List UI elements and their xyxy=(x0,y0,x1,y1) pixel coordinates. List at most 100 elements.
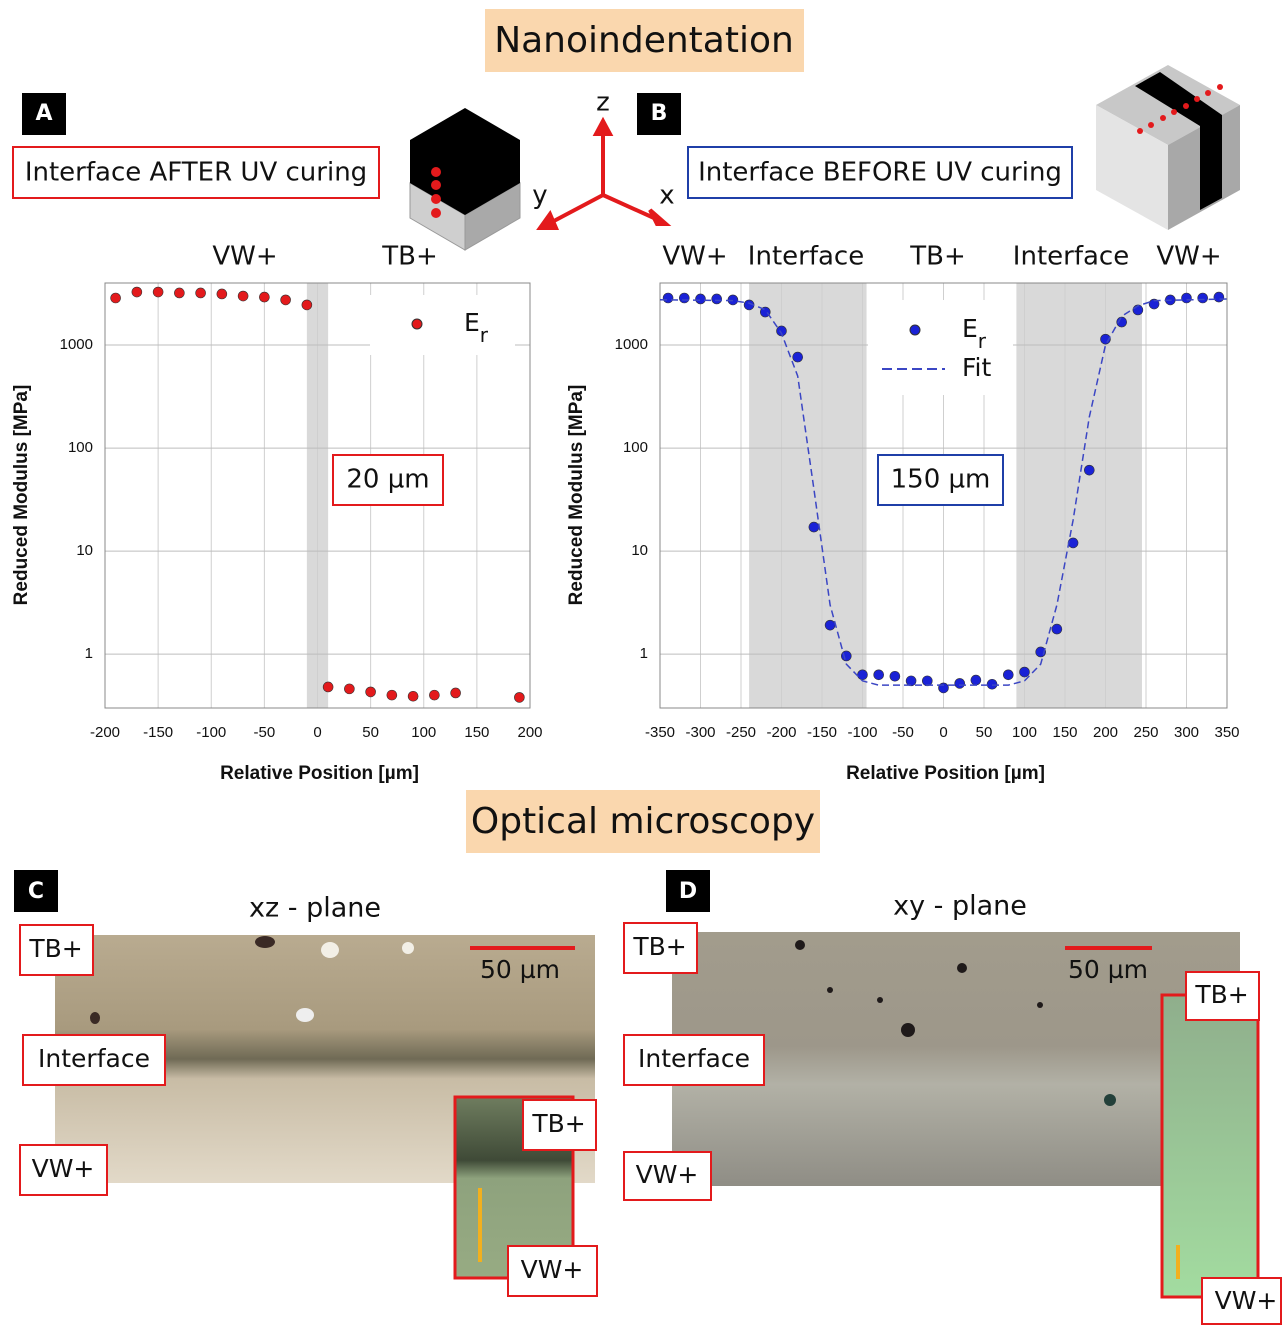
axes-icon xyxy=(536,116,672,230)
data-point xyxy=(824,619,836,631)
cube-icon xyxy=(409,108,521,251)
panel-letter: A xyxy=(35,101,52,126)
data-point xyxy=(954,678,966,689)
data-point xyxy=(386,689,398,701)
plot-frame xyxy=(104,282,531,709)
region-label: Interface xyxy=(38,1044,150,1073)
caption-box xyxy=(687,146,1073,199)
y-tick-label: 10 xyxy=(76,542,93,559)
data-point xyxy=(1181,292,1192,304)
legend xyxy=(370,295,515,355)
inset-label: TB+ xyxy=(1194,980,1248,1009)
plot-frame xyxy=(659,282,1228,709)
x-tick-label: 50 xyxy=(362,724,379,741)
title: Nanoindentation xyxy=(494,20,794,61)
y-tick-label: 1 xyxy=(85,645,93,662)
x-tick-label: 100 xyxy=(1012,724,1037,741)
data-point xyxy=(857,669,868,681)
data-point xyxy=(840,650,852,662)
x-tick-label: 200 xyxy=(1093,724,1118,741)
region-label: TB+ xyxy=(381,242,438,272)
x-tick-label: -200 xyxy=(766,724,796,741)
y-axis-label: Reduced Modulus [MPa] xyxy=(566,385,587,606)
cube-icon xyxy=(1096,65,1240,230)
data-point xyxy=(1213,291,1225,303)
x-tick-label: 0 xyxy=(939,724,947,741)
x-tick-label: -200 xyxy=(90,724,120,741)
region-label: TB+ xyxy=(632,932,686,961)
data-point xyxy=(1051,623,1063,635)
section-box xyxy=(466,790,820,853)
region-label: VW+ xyxy=(662,242,727,272)
data-point xyxy=(514,692,525,703)
panel-letter: D xyxy=(679,879,697,904)
legend-swatch xyxy=(909,324,921,336)
data-point xyxy=(889,670,901,682)
data-point xyxy=(131,286,143,298)
data-point xyxy=(1002,669,1014,681)
data-point xyxy=(986,678,998,690)
y-tick-label: 10 xyxy=(631,542,648,559)
data-point xyxy=(344,683,355,695)
label-boxes xyxy=(19,924,598,1297)
data-point xyxy=(216,288,228,300)
data-point xyxy=(259,291,270,303)
data-point xyxy=(678,292,690,304)
x-tick-label: 0 xyxy=(313,724,321,741)
section-title: Optical microscopy xyxy=(471,801,815,842)
data-point xyxy=(873,669,885,681)
annotation-box xyxy=(332,454,444,506)
caption: Interface AFTER UV curing xyxy=(25,158,367,188)
data-point xyxy=(1148,298,1160,310)
axis-y: y xyxy=(532,181,547,211)
panel-title: xy - plane xyxy=(893,891,1027,922)
data-point xyxy=(429,689,440,701)
data-point xyxy=(174,287,185,299)
region-label: Interface xyxy=(638,1044,750,1073)
legend-label: Fit xyxy=(962,353,992,382)
texture xyxy=(90,936,414,1024)
region-label: TB+ xyxy=(28,934,82,963)
data-point xyxy=(1084,464,1095,476)
x-tick-label: -100 xyxy=(196,724,226,741)
data-point xyxy=(365,686,376,698)
region-label: Interface xyxy=(1013,242,1129,272)
data-point xyxy=(195,287,206,299)
data-point xyxy=(322,681,334,693)
fit-line xyxy=(659,298,1228,686)
caption-box xyxy=(12,146,380,199)
panel-title: xz - plane xyxy=(249,893,381,924)
axis-x: x xyxy=(659,181,674,211)
data-point xyxy=(921,675,933,687)
data-point xyxy=(237,290,249,302)
region-label: VW+ xyxy=(212,242,277,272)
inset-label: VW+ xyxy=(521,1255,584,1284)
region-label: TB+ xyxy=(909,242,966,272)
y-tick-label: 100 xyxy=(623,439,648,456)
x-tick-label: 200 xyxy=(517,724,542,741)
data-point xyxy=(695,293,706,305)
micrograph xyxy=(672,932,1240,1186)
panel-letter-box xyxy=(22,93,66,135)
x-tick-label: -100 xyxy=(847,724,877,741)
inset-label: TB+ xyxy=(531,1109,585,1138)
data-point xyxy=(152,286,164,298)
legend-label: Er xyxy=(962,314,987,353)
texture xyxy=(795,940,1116,1106)
y-tick-label: 1000 xyxy=(60,336,93,353)
x-tick-label: 50 xyxy=(976,724,993,741)
y-axis-label: Reduced Modulus [MPa] xyxy=(11,385,32,606)
x-tick-label: 300 xyxy=(1174,724,1199,741)
panel-letter-box xyxy=(14,870,58,912)
data-point xyxy=(1019,666,1030,678)
panel-letter: C xyxy=(28,879,44,904)
x-axis-label: Relative Position [µm] xyxy=(220,763,419,784)
x-tick-label: -50 xyxy=(254,724,276,741)
data-point xyxy=(1197,292,1208,304)
region-label: VW+ xyxy=(32,1154,95,1183)
data-point xyxy=(662,292,674,304)
x-tick-label: 350 xyxy=(1214,724,1239,741)
data-point xyxy=(407,690,419,702)
y-tick-label: 100 xyxy=(68,439,93,456)
